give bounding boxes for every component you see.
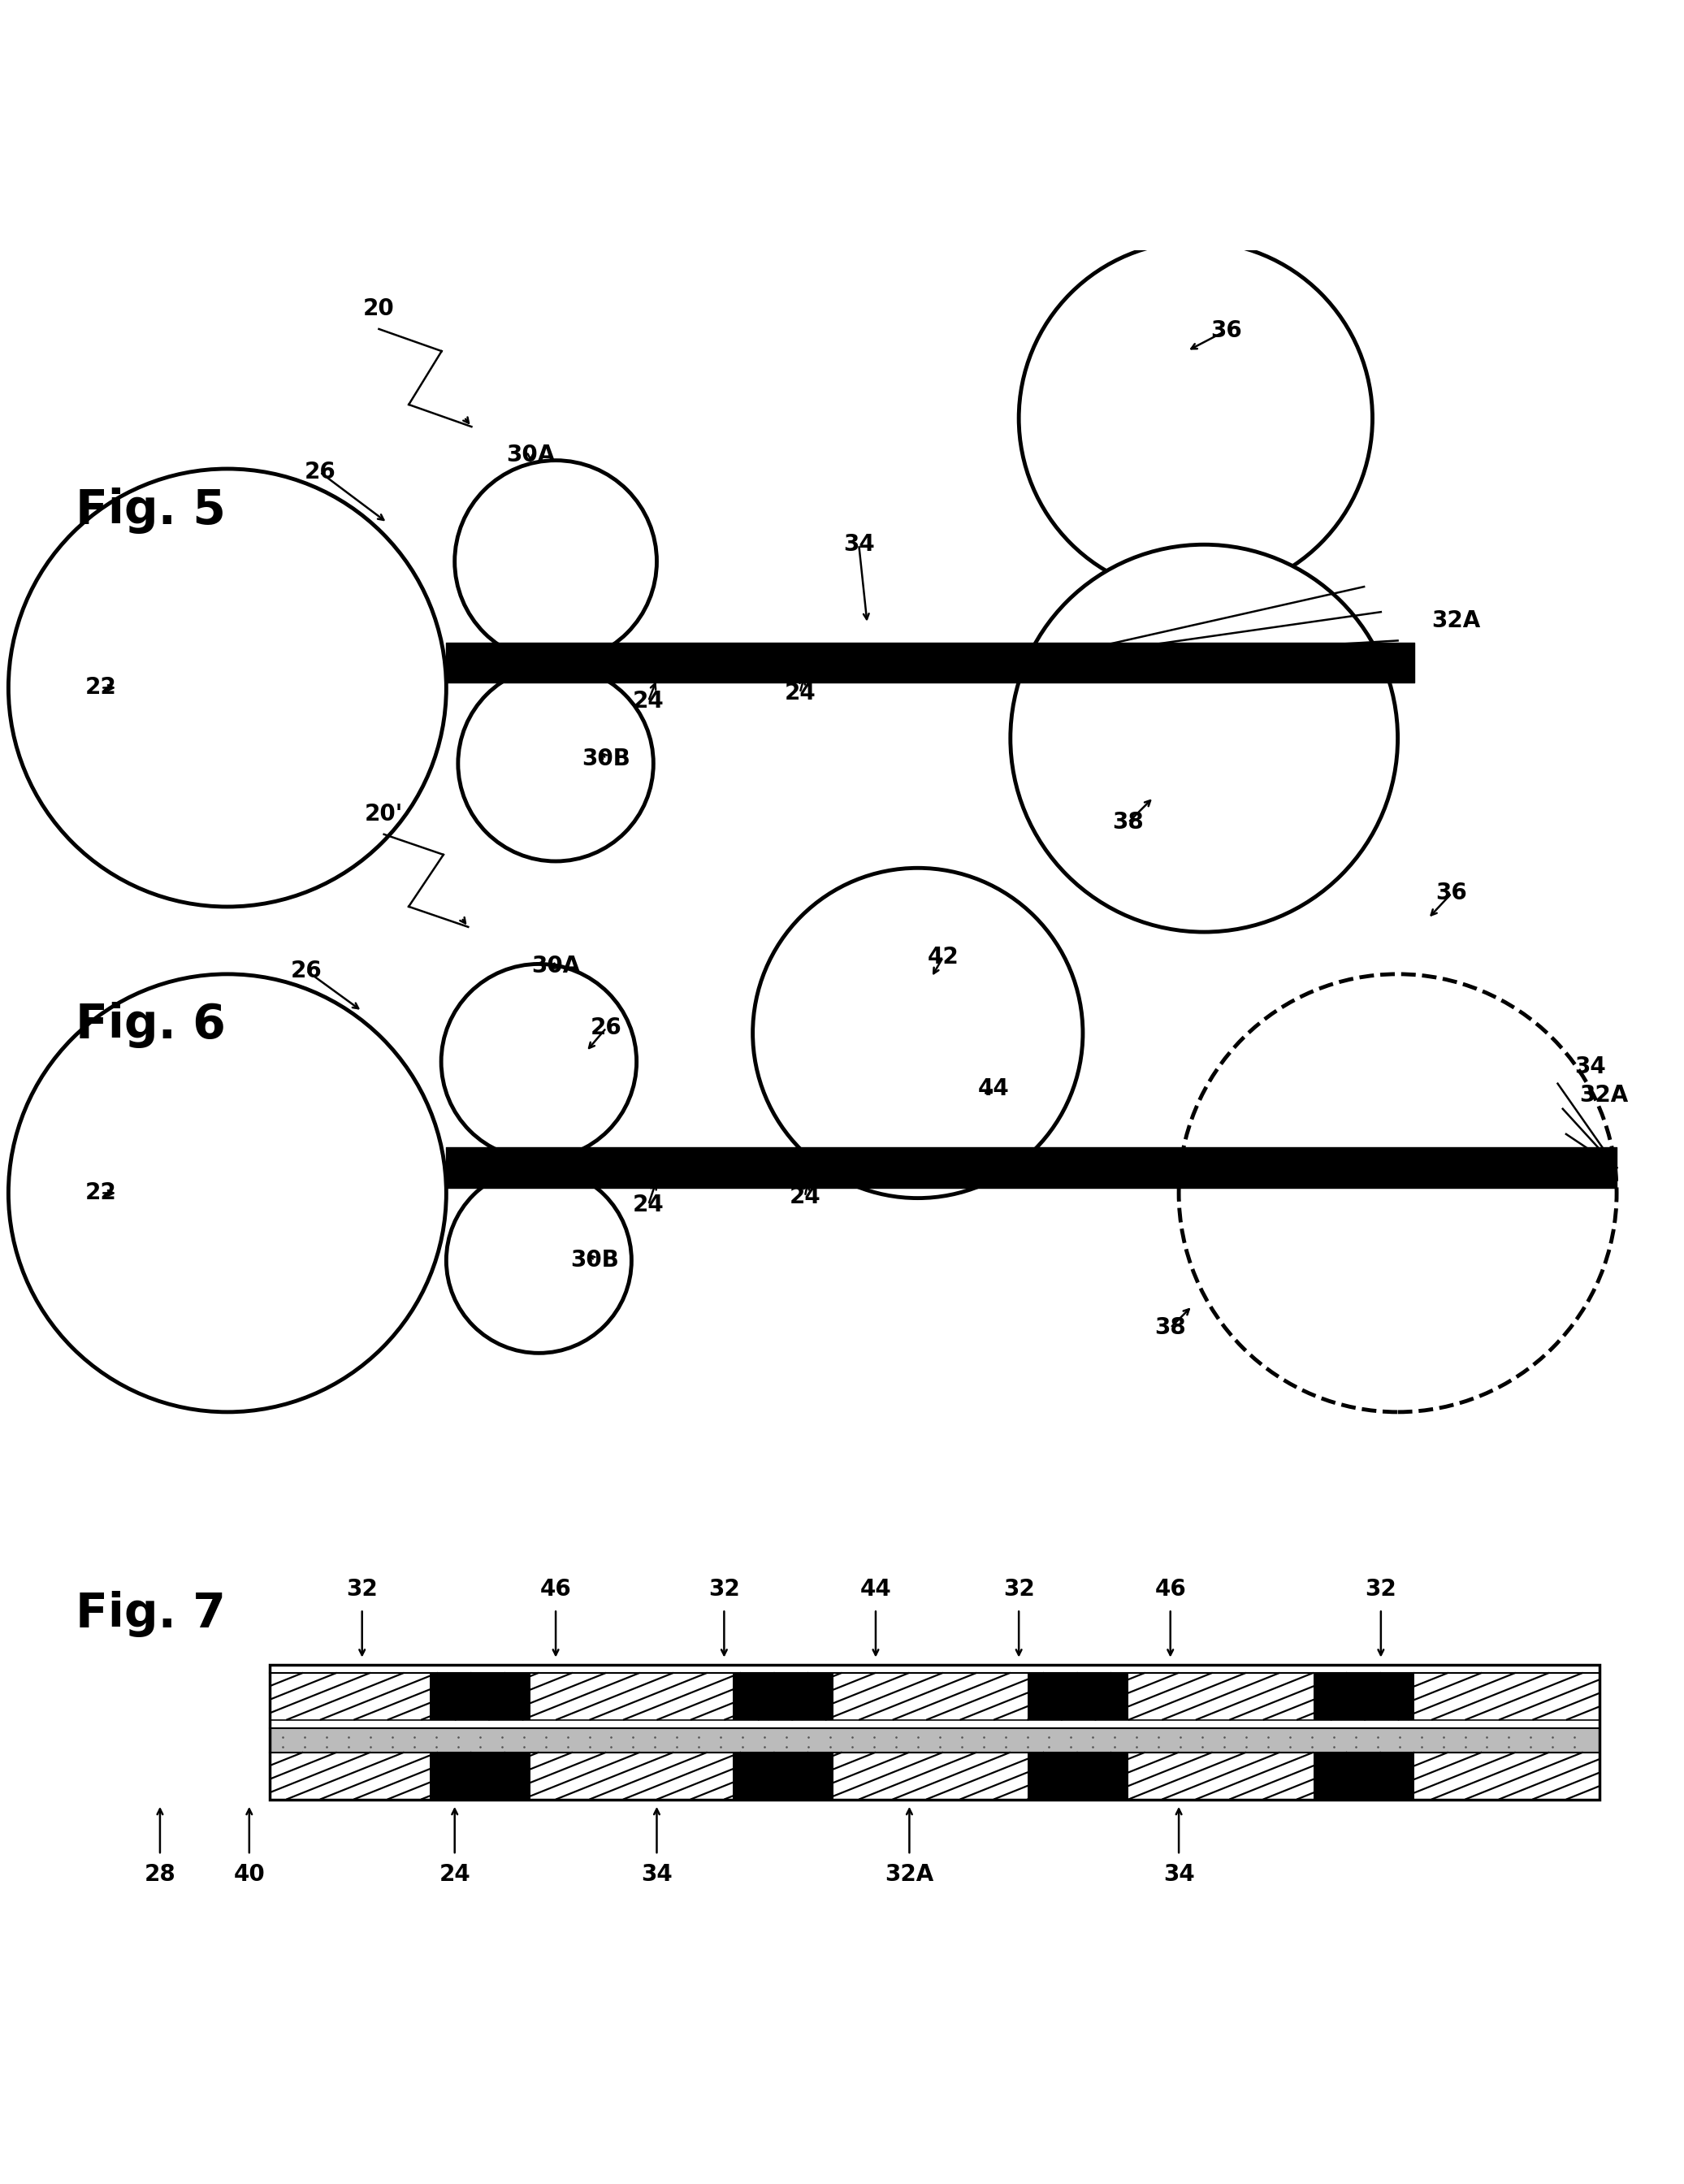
Text: 34: 34 [844, 533, 874, 557]
Bar [269, 1728, 1600, 1752]
Text: 32: 32 [709, 1577, 739, 1601]
Bar [269, 1721, 1600, 1728]
Bar [733, 1673, 834, 1721]
Text: 44: 44 [978, 1077, 1009, 1101]
Text: Fig. 7: Fig. 7 [76, 1590, 226, 1638]
Circle shape [458, 666, 653, 860]
Text: 46: 46 [1155, 1577, 1186, 1601]
Bar [733, 1752, 834, 1800]
Text: 44: 44 [861, 1577, 891, 1601]
Text: 42: 42 [928, 946, 958, 970]
Text: 26: 26 [291, 959, 322, 983]
Circle shape [1179, 974, 1617, 1413]
Text: 32: 32 [1004, 1577, 1034, 1601]
Bar [429, 1673, 530, 1721]
Bar [269, 1752, 1600, 1800]
Text: 28: 28 [145, 1863, 175, 1887]
Text: 38: 38 [1155, 1317, 1186, 1339]
Circle shape [441, 963, 637, 1160]
Text: 24: 24 [633, 1192, 663, 1216]
Bar [1027, 1752, 1128, 1800]
Bar [269, 1673, 1600, 1721]
Text: 24: 24 [785, 681, 815, 703]
Text: 24: 24 [440, 1863, 470, 1887]
Text: 46: 46 [541, 1577, 571, 1601]
Text: 26: 26 [591, 1016, 621, 1040]
Circle shape [1010, 544, 1398, 933]
Text: 20': 20' [365, 804, 402, 826]
Bar [1314, 1752, 1415, 1800]
Text: 34: 34 [1164, 1863, 1194, 1887]
Text: 34: 34 [642, 1863, 672, 1887]
Text: 34: 34 [1575, 1055, 1607, 1079]
Circle shape [8, 470, 446, 906]
Text: 32A: 32A [1580, 1083, 1628, 1107]
Text: 26: 26 [305, 461, 335, 483]
Text: 24: 24 [790, 1186, 820, 1208]
Text: 40: 40 [234, 1863, 264, 1887]
Bar [269, 1664, 1600, 1800]
Text: 30A: 30A [530, 954, 581, 976]
Text: Fig. 5: Fig. 5 [76, 487, 226, 535]
Circle shape [446, 1168, 632, 1354]
Text: 24: 24 [633, 690, 663, 712]
Circle shape [1019, 242, 1372, 594]
Text: 22: 22 [86, 677, 116, 699]
Text: Fig. 6: Fig. 6 [76, 1002, 226, 1048]
Text: 36: 36 [1211, 319, 1241, 343]
Text: 38: 38 [1113, 810, 1143, 834]
Circle shape [455, 461, 657, 662]
Circle shape [753, 867, 1083, 1199]
Bar [1314, 1673, 1415, 1721]
Text: 32: 32 [347, 1577, 377, 1601]
Text: 32A: 32A [1431, 609, 1480, 631]
Text: 22: 22 [86, 1182, 116, 1203]
Text: 30B: 30B [571, 1249, 618, 1271]
Text: 30B: 30B [583, 747, 630, 771]
Text: 20: 20 [364, 297, 394, 321]
Text: 32A: 32A [884, 1863, 935, 1887]
Text: 32: 32 [1366, 1577, 1396, 1601]
Circle shape [8, 974, 446, 1413]
Text: 36: 36 [1436, 882, 1467, 904]
Bar [1027, 1673, 1128, 1721]
Text: 30A: 30A [505, 443, 556, 467]
Bar [429, 1752, 530, 1800]
